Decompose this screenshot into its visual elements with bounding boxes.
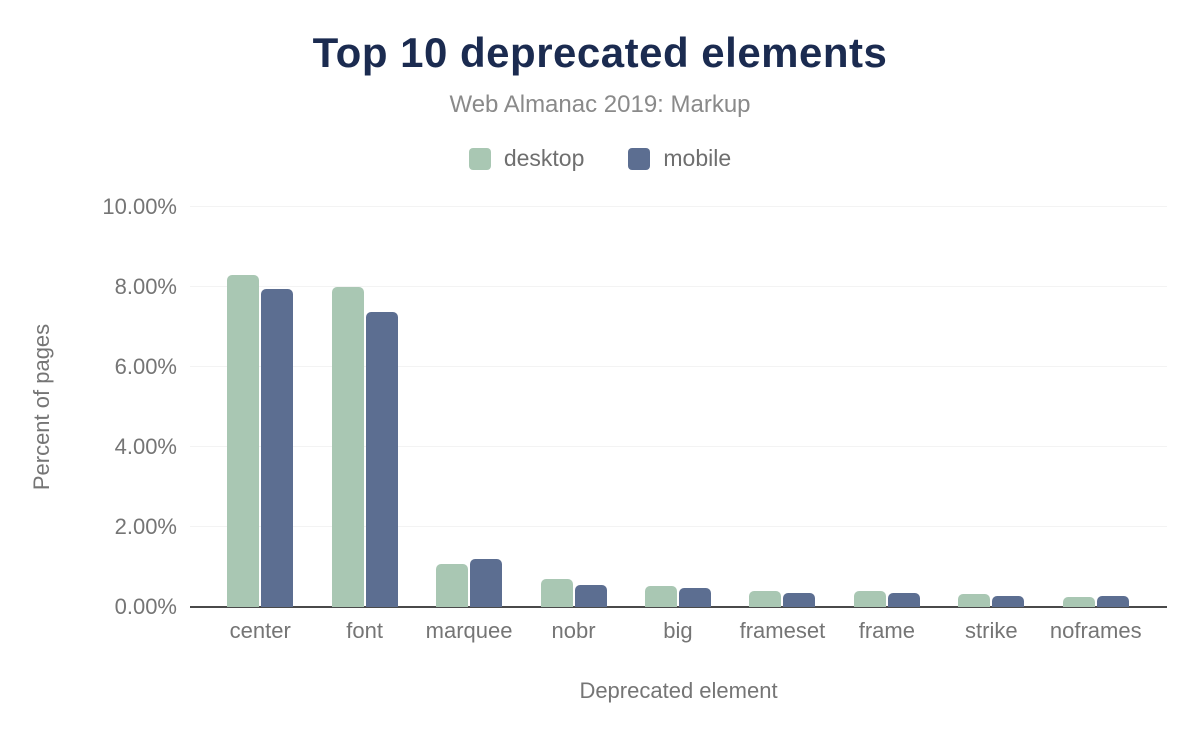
bars-band	[208, 207, 1148, 607]
bar-desktop-marquee[interactable]	[436, 564, 469, 607]
bar-mobile-nobr[interactable]	[574, 585, 607, 607]
gridline	[190, 446, 1167, 447]
bar-mobile-font[interactable]	[365, 311, 398, 607]
legend-item-desktop: desktop	[468, 145, 585, 172]
bar-mobile-marquee[interactable]	[470, 559, 503, 607]
bar-desktop-noframes[interactable]	[1062, 597, 1095, 607]
mobile-series-swatch-icon	[628, 147, 651, 170]
bar-desktop-nobr[interactable]	[540, 578, 573, 607]
y-tick-label: 2.00%	[114, 514, 177, 539]
bar-desktop-strike[interactable]	[958, 593, 991, 607]
desktop-series-swatch-icon	[468, 147, 491, 170]
gridline	[190, 366, 1167, 367]
chart-title: Top 10 deprecated elements	[312, 29, 888, 76]
bar-mobile-center[interactable]	[261, 288, 294, 607]
category-slot-strike	[939, 207, 1043, 607]
category-slot-center	[208, 207, 312, 607]
gridline	[190, 286, 1167, 287]
y-tick-label: 6.00%	[114, 354, 177, 379]
bar-desktop-big[interactable]	[644, 585, 677, 607]
x-tick-label: noframes	[1049, 618, 1142, 643]
bar-desktop-frameset[interactable]	[749, 591, 782, 607]
y-axis-ticks: 0.00% 2.00% 4.00% 6.00% 8.00% 10.00%	[0, 194, 177, 619]
bar-mobile-frameset[interactable]	[783, 593, 816, 607]
legend: desktop mobile	[0, 145, 1200, 172]
x-tick-label: nobr	[551, 618, 596, 643]
legend-label-mobile: mobile	[663, 145, 732, 171]
x-axis-title: Deprecated element	[579, 678, 778, 703]
x-tick-label: frameset	[739, 618, 826, 643]
legend-item-mobile: mobile	[628, 145, 731, 172]
y-tick-label: 0.00%	[114, 594, 177, 619]
x-tick-label: frame	[858, 618, 915, 643]
gridline	[190, 526, 1167, 527]
x-axis-labels: center font marquee nobr big frameset frame str…	[208, 618, 1148, 644]
bar-desktop-frame[interactable]	[853, 591, 886, 607]
category-slot-marquee	[417, 207, 521, 607]
bar-desktop-font[interactable]	[331, 286, 364, 607]
plot-area	[190, 206, 1167, 608]
chart-subtitle: Web Almanac 2019: Markup	[449, 91, 751, 118]
bar-mobile-frame[interactable]	[887, 593, 920, 607]
bar-desktop-center[interactable]	[227, 274, 260, 607]
category-slot-big	[626, 207, 730, 607]
gridline	[190, 206, 1167, 207]
x-tick-label: center	[229, 618, 291, 643]
y-tick-label: 4.00%	[114, 434, 177, 459]
category-slot-nobr	[521, 207, 625, 607]
legend-label-desktop: desktop	[503, 145, 585, 171]
x-tick-label: big	[663, 618, 693, 643]
bar-mobile-big[interactable]	[678, 588, 711, 607]
category-slot-font	[312, 207, 416, 607]
category-slot-noframes	[1044, 207, 1148, 607]
y-tick-label: 8.00%	[114, 274, 177, 299]
x-tick-label: font	[346, 618, 383, 643]
x-tick-label: marquee	[425, 618, 513, 643]
x-tick-label: strike	[965, 618, 1018, 643]
category-slot-frame	[835, 207, 939, 607]
bar-mobile-strike[interactable]	[992, 596, 1025, 607]
y-tick-label: 10.00%	[102, 194, 177, 219]
category-slot-frameset	[730, 207, 834, 607]
x-axis-line	[190, 606, 1167, 608]
bar-mobile-noframes[interactable]	[1096, 596, 1129, 607]
